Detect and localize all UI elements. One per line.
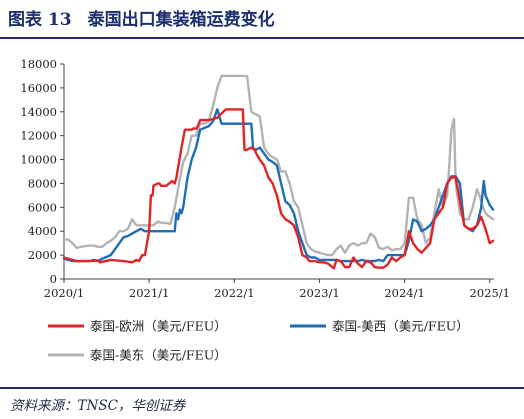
series-line-uswest	[62, 108, 495, 263]
y-tick-label: 12000	[20, 129, 57, 143]
legend-label-useast: 泰国-美东（美元/FEU）	[90, 348, 227, 363]
legend-label-uswest: 泰国-美西（美元/FEU）	[332, 319, 469, 334]
y-tick-label: 14000	[20, 105, 57, 119]
chart-ticks: 0 2000 4000 6000 8000 10000 12000 14000 16000 180…	[20, 57, 510, 300]
y-tick-label: 6000	[28, 200, 57, 214]
y-tick-label: 8000	[28, 176, 57, 190]
figure-label: 图表 13	[8, 9, 72, 30]
y-tick-label: 10000	[20, 153, 57, 167]
chart-axes	[63, 64, 494, 280]
series-line-europe	[62, 108, 495, 270]
y-tick-label: 0	[50, 272, 57, 286]
figure-header: 图表 13 泰国出口集装箱运费变化	[0, 0, 524, 34]
figure-title: 泰国出口集装箱运费变化	[87, 9, 275, 30]
source-divider	[0, 387, 524, 389]
title-divider	[0, 37, 524, 39]
y-tick-label: 4000	[28, 224, 57, 238]
y-tick-label: 16000	[20, 81, 57, 95]
chart-legend: 泰国-欧洲（美元/FEU） 泰国-美西（美元/FEU） 泰国-美东（美元/FEU）	[48, 319, 469, 363]
x-tick-label: 2025/1	[470, 286, 510, 300]
legend-label-europe: 泰国-欧洲（美元/FEU）	[90, 319, 227, 334]
x-tick-label: 2020/1	[44, 286, 84, 300]
x-tick-label: 2021/1	[129, 286, 169, 300]
source-note: 资料来源：TNSC，华创证券	[10, 398, 186, 414]
y-tick-label: 2000	[28, 248, 57, 262]
series-line-useast	[62, 74, 495, 257]
y-tick-label: 18000	[20, 57, 57, 71]
x-tick-label: 2023/1	[299, 286, 339, 300]
x-tick-label: 2024/1	[384, 286, 424, 300]
chart-series	[62, 74, 495, 270]
x-tick-label: 2022/1	[214, 286, 254, 300]
freight-chart: 0 2000 4000 6000 8000 10000 12000 14000 16000 180…	[20, 57, 510, 363]
